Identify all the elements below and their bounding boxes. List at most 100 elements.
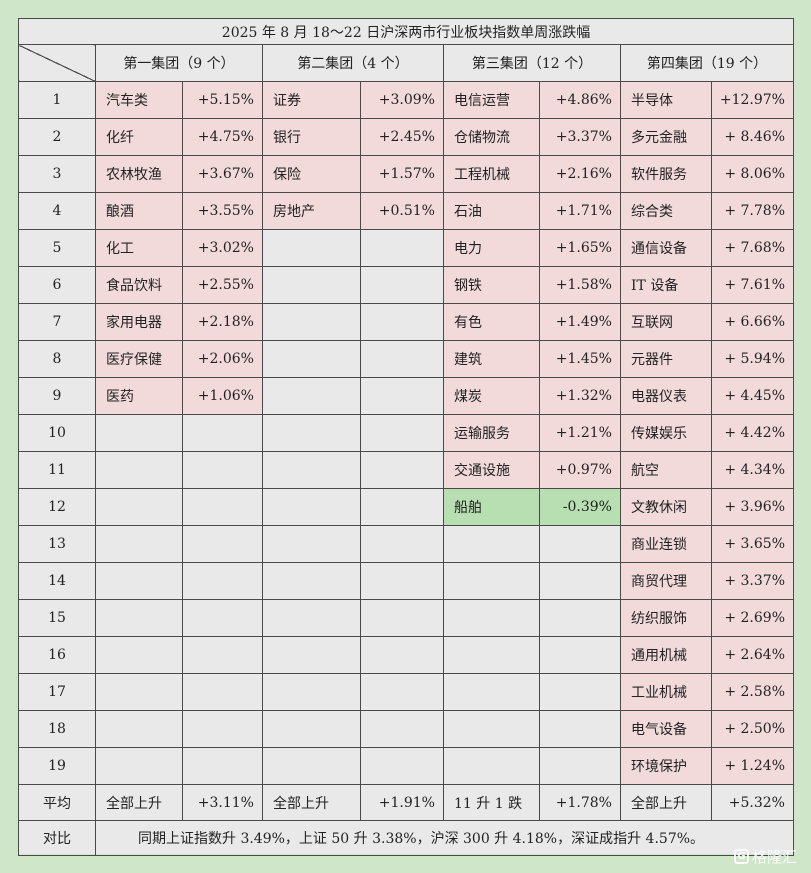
average-summary: 11 升 1 跌 [443,784,540,821]
row-index: 8 [18,340,96,378]
sector-change: +2.16% [539,155,621,193]
row-index: 19 [18,747,96,785]
empty-cell [360,710,444,748]
table-row: 14 商贸代理 + 3.37% [18,562,794,600]
empty-cell [95,599,183,637]
sector-name: 医疗保健 [95,340,183,378]
empty-cell [443,525,540,563]
sector-name: 农林牧渔 [95,155,183,193]
sector-change: + 6.66% [711,303,794,341]
sector-change: +3.67% [182,155,263,193]
empty-cell [95,451,183,489]
empty-cell [182,488,263,526]
sector-change: +2.18% [182,303,263,341]
table-row: 11 交通设施 +0.97% 航空 + 4.34% [18,451,794,489]
empty-cell [360,377,444,415]
row-index: 17 [18,673,96,711]
sector-change: +1.58% [539,266,621,304]
sector-name: 元器件 [620,340,712,378]
average-row: 平均 全部上升 +3.11% 全部上升 +1.91% 11 升 1 跌 +1.78% 全部上升… [18,784,794,821]
empty-cell [443,673,540,711]
table-row: 12 船舶 -0.39% 文教休闲 + 3.96% [18,488,794,526]
sector-name: 石油 [443,192,540,230]
sector-name: 有色 [443,303,540,341]
empty-cell [262,414,361,452]
sector-change: + 2.69% [711,599,794,637]
sector-change: + 5.94% [711,340,794,378]
empty-cell [262,710,361,748]
table-title: 2025 年 8 月 18～22 日沪深两市行业板块指数单周涨跌幅 [18,18,794,45]
sector-change: +1.32% [539,377,621,415]
empty-cell [360,488,444,526]
row-index: 5 [18,229,96,267]
empty-cell [262,488,361,526]
sector-name: 煤炭 [443,377,540,415]
comparison-label: 对比 [18,820,96,856]
empty-cell [182,710,263,748]
sector-name: 仓储物流 [443,118,540,156]
empty-cell [539,599,621,637]
comparison-text: 同期上证指数升 3.49%，上证 50 升 3.38%，沪深 300 升 4.1… [95,820,794,856]
sector-name: 食品饮料 [95,266,183,304]
sector-name: 保险 [262,155,361,193]
sector-name: 房地产 [262,192,361,230]
watermark-logo-icon: G [733,849,749,864]
empty-cell [182,747,263,785]
table-row: 16 通用机械 + 2.64% [18,636,794,674]
empty-cell [443,562,540,600]
sector-change: +5.15% [182,81,263,119]
comparison-row: 对比 同期上证指数升 3.49%，上证 50 升 3.38%，沪深 300 升 4… [18,820,794,856]
empty-cell [262,673,361,711]
sector-name: 半导体 [620,81,712,119]
row-index: 9 [18,377,96,415]
sector-name: 互联网 [620,303,712,341]
sector-name: 软件服务 [620,155,712,193]
empty-cell [443,636,540,674]
average-change: +5.32% [711,784,794,821]
average-label: 平均 [18,784,96,821]
sector-change: +2.55% [182,266,263,304]
sector-name: 通用机械 [620,636,712,674]
sector-change: +0.97% [539,451,621,489]
row-index: 10 [18,414,96,452]
sector-change: +3.37% [539,118,621,156]
table-row: 4 酿酒 +3.55% 房地产 +0.51% 石油 +1.71% 综合类 + 7.78% [18,192,794,230]
empty-cell [262,636,361,674]
table-row: 15 纺织服饰 + 2.69% [18,599,794,637]
group-3-header: 第三集团（12 个） [443,44,621,82]
sector-change: -0.39% [539,488,621,526]
sector-change: +4.86% [539,81,621,119]
sector-change: +3.02% [182,229,263,267]
empty-cell [262,303,361,341]
empty-cell [360,229,444,267]
empty-cell [539,710,621,748]
sector-name: 综合类 [620,192,712,230]
empty-cell [95,562,183,600]
row-index: 6 [18,266,96,304]
row-index: 4 [18,192,96,230]
empty-cell [182,414,263,452]
sector-change: + 1.24% [711,747,794,785]
row-index: 11 [18,451,96,489]
empty-cell [262,747,361,785]
empty-cell [360,599,444,637]
empty-cell [262,451,361,489]
sector-change: + 8.46% [711,118,794,156]
sector-name: 电器仪表 [620,377,712,415]
sector-name: 化工 [95,229,183,267]
average-summary: 全部上升 [620,784,712,821]
table-row: 18 电气设备 + 2.50% [18,710,794,748]
row-index: 13 [18,525,96,563]
sector-change: +1.57% [360,155,444,193]
empty-cell [360,562,444,600]
empty-cell [360,747,444,785]
empty-cell [360,414,444,452]
sector-name: 文教休闲 [620,488,712,526]
empty-cell [360,525,444,563]
sector-change: +1.49% [539,303,621,341]
row-index: 2 [18,118,96,156]
table-row: 5 化工 +3.02% 电力 +1.65% 通信设备 + 7.68% [18,229,794,267]
sector-change: + 8.06% [711,155,794,193]
empty-cell [182,636,263,674]
sector-name: 航空 [620,451,712,489]
